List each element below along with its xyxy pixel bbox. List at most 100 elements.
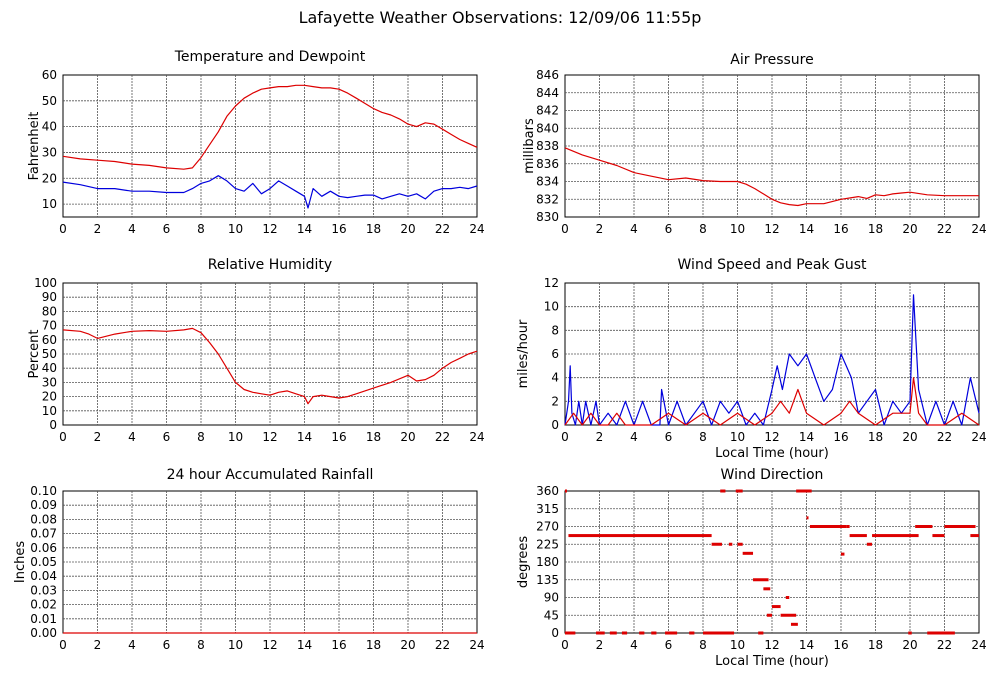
temp-y-tick-label: 30 <box>42 145 57 159</box>
pressure-x-tick-label: 10 <box>730 222 745 236</box>
pressure-x-tick-label: 2 <box>596 222 604 236</box>
direction-direction-mark <box>720 489 726 493</box>
direction-direction-mark <box>621 631 628 635</box>
direction-direction-mark <box>806 516 809 520</box>
temp-x-tick-label: 18 <box>366 222 381 236</box>
direction-x-tick-label: 0 <box>561 638 569 652</box>
direction-direction-mark <box>609 631 617 635</box>
humidity-y-tick-label: 0 <box>49 418 57 432</box>
direction-chart-title: Wind Direction <box>721 467 824 483</box>
pressure-x-tick-label: 22 <box>937 222 952 236</box>
wind-x-tick-label: 12 <box>764 430 779 444</box>
pressure-y-tick-label: 832 <box>536 192 559 206</box>
humidity-y-axis-label: Percent <box>27 330 42 379</box>
humidity-x-tick-label: 18 <box>366 430 381 444</box>
rain-y-tick-label: 0.01 <box>30 612 57 626</box>
direction-direction-mark <box>565 631 576 635</box>
direction-direction-mark <box>772 605 781 609</box>
direction-direction-mark <box>568 534 712 538</box>
temp-x-tick-label: 2 <box>94 222 102 236</box>
rain-x-tick-label: 0 <box>59 638 67 652</box>
rain-x-tick-label: 24 <box>469 638 484 652</box>
direction-direction-mark <box>763 587 771 591</box>
humidity-y-tick-label: 50 <box>42 347 57 361</box>
direction-direction-mark <box>742 551 754 555</box>
rain-y-tick-label: 0.06 <box>30 541 57 555</box>
humidity-y-tick-label: 40 <box>42 361 57 375</box>
rain-y-tick-label: 0.03 <box>30 583 57 597</box>
direction-x-tick-label: 20 <box>902 638 917 652</box>
direction-direction-mark <box>737 542 743 546</box>
humidity-x-tick-label: 0 <box>59 430 67 444</box>
temp-x-tick-label: 24 <box>469 222 484 236</box>
rain-x-tick-label: 16 <box>331 638 346 652</box>
temp-x-tick-label: 0 <box>59 222 67 236</box>
wind-series-line-1 <box>564 377 980 426</box>
direction-x-tick-label: 10 <box>730 638 745 652</box>
wind-series-line-0 <box>564 294 980 426</box>
direction-direction-mark <box>908 631 912 635</box>
pressure-y-tick-label: 836 <box>536 157 559 171</box>
pressure-x-tick-label: 6 <box>665 222 673 236</box>
rain-x-tick-label: 8 <box>197 638 205 652</box>
direction-direction-mark <box>846 525 850 528</box>
pressure-x-tick-label: 8 <box>699 222 707 236</box>
direction-y-tick-label: 180 <box>536 555 559 569</box>
rain-x-tick-label: 10 <box>228 638 243 652</box>
humidity-y-tick-label: 80 <box>42 304 57 318</box>
rain-y-tick-label: 0.07 <box>30 527 57 541</box>
wind-x-tick-label: 2 <box>596 430 604 444</box>
direction-x-tick-label: 8 <box>699 638 707 652</box>
direction-direction-mark <box>809 525 847 528</box>
wind-chart-title: Wind Speed and Peak Gust <box>678 257 867 273</box>
temp-x-tick-label: 22 <box>435 222 450 236</box>
rain-x-tick-label: 20 <box>400 638 415 652</box>
humidity-y-tick-label: 70 <box>42 319 57 333</box>
humidity-x-tick-label: 24 <box>469 430 484 444</box>
rain-x-tick-label: 22 <box>435 638 450 652</box>
direction-y-tick-label: 135 <box>536 573 559 587</box>
direction-x-tick-label: 6 <box>665 638 673 652</box>
rain-x-tick-label: 4 <box>128 638 136 652</box>
temp-x-tick-label: 14 <box>297 222 312 236</box>
direction-x-tick-label: 22 <box>937 638 952 652</box>
humidity-x-tick-label: 20 <box>400 430 415 444</box>
wind-y-tick-label: 2 <box>551 394 559 408</box>
direction-y-tick-label: 90 <box>544 591 559 605</box>
direction-direction-mark <box>841 552 845 556</box>
wind-x-tick-label: 4 <box>630 430 638 444</box>
direction-direction-mark <box>796 489 812 493</box>
temp-y-axis-label: Fahrenheit <box>27 112 42 181</box>
direction-direction-mark <box>849 534 867 538</box>
direction-direction-mark <box>785 596 790 599</box>
rain-x-tick-label: 2 <box>94 638 102 652</box>
wind-y-tick-label: 6 <box>551 347 559 361</box>
temp-x-tick-label: 16 <box>331 222 346 236</box>
temp-series-line-0 <box>62 84 478 170</box>
humidity-y-tick-label: 60 <box>42 333 57 347</box>
direction-direction-mark <box>565 489 567 493</box>
temp-chart-title: Temperature and Dewpoint <box>174 49 366 65</box>
direction-y-tick-label: 45 <box>544 608 559 622</box>
wind-x-tick-label: 16 <box>833 430 848 444</box>
rain-x-tick-label: 14 <box>297 638 312 652</box>
humidity-y-tick-label: 20 <box>42 390 57 404</box>
rain-y-tick-label: 0.05 <box>30 555 57 569</box>
pressure-y-tick-label: 844 <box>536 86 559 100</box>
wind-y-tick-label: 8 <box>551 323 559 337</box>
direction-direction-mark <box>915 525 933 528</box>
direction-x-tick-label: 2 <box>596 638 604 652</box>
rain-x-tick-label: 6 <box>163 638 171 652</box>
direction-x-tick-label: 24 <box>971 638 986 652</box>
pressure-x-tick-label: 4 <box>630 222 638 236</box>
humidity-x-tick-label: 4 <box>128 430 136 444</box>
direction-x-tick-label: 12 <box>764 638 779 652</box>
direction-direction-mark <box>728 542 733 546</box>
direction-direction-mark <box>689 631 695 635</box>
pressure-x-tick-label: 0 <box>561 222 569 236</box>
wind-x-tick-label: 0 <box>561 430 569 444</box>
wind-x-tick-label: 22 <box>937 430 952 444</box>
wind-x-tick-label: 14 <box>799 430 814 444</box>
